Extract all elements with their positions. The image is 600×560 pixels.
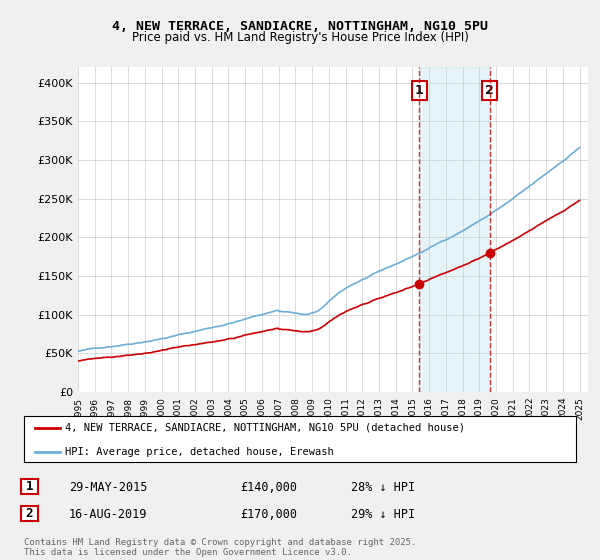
Text: 16-AUG-2019: 16-AUG-2019 — [69, 507, 148, 521]
Text: HPI: Average price, detached house, Erewash: HPI: Average price, detached house, Erew… — [65, 447, 334, 457]
Text: 2: 2 — [485, 84, 494, 97]
Text: Contains HM Land Registry data © Crown copyright and database right 2025.
This d: Contains HM Land Registry data © Crown c… — [24, 538, 416, 557]
Text: Price paid vs. HM Land Registry's House Price Index (HPI): Price paid vs. HM Land Registry's House … — [131, 31, 469, 44]
Text: £170,000: £170,000 — [240, 507, 297, 521]
Text: 29% ↓ HPI: 29% ↓ HPI — [351, 507, 415, 521]
Text: 1: 1 — [26, 480, 33, 493]
Bar — [419, 67, 490, 392]
Text: 28% ↓ HPI: 28% ↓ HPI — [351, 480, 415, 494]
Text: 2: 2 — [26, 507, 33, 520]
Text: £140,000: £140,000 — [240, 480, 297, 494]
Text: 1: 1 — [415, 84, 424, 97]
Text: 29-MAY-2015: 29-MAY-2015 — [69, 480, 148, 494]
Text: 4, NEW TERRACE, SANDIACRE, NOTTINGHAM, NG10 5PU (detached house): 4, NEW TERRACE, SANDIACRE, NOTTINGHAM, N… — [65, 423, 466, 432]
Text: 4, NEW TERRACE, SANDIACRE, NOTTINGHAM, NG10 5PU: 4, NEW TERRACE, SANDIACRE, NOTTINGHAM, N… — [112, 20, 488, 32]
